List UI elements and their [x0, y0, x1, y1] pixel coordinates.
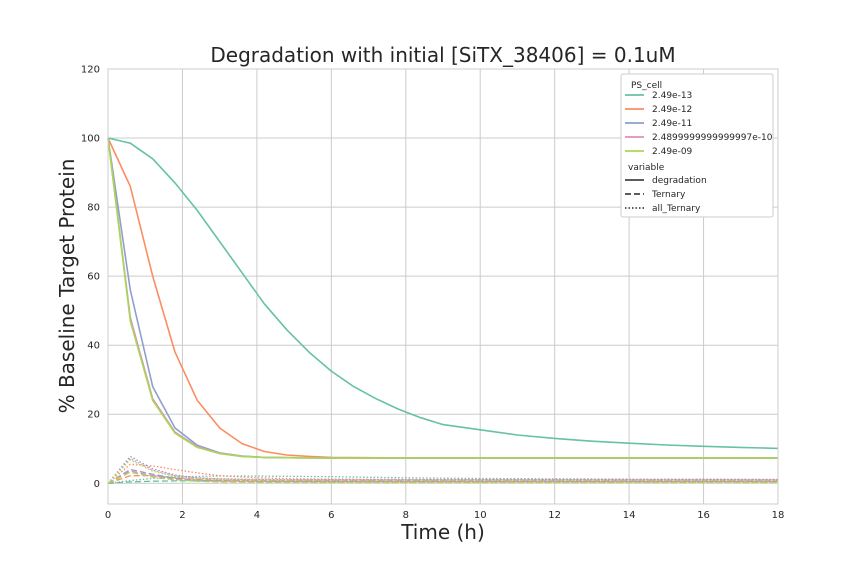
series-line-degradation-4	[107, 137, 778, 459]
plot-frame	[107, 68, 779, 505]
legend-style-title: variable	[628, 163, 665, 173]
y-tick-label: 120	[81, 65, 100, 76]
legend-label: 2.49e-12	[652, 105, 692, 115]
legend-label: 2.49e-11	[652, 119, 692, 129]
x-tick-label: 8	[403, 510, 409, 521]
x-tick-label: 18	[772, 510, 785, 521]
x-tick-label: 12	[548, 510, 561, 521]
x-tick-label: 0	[105, 510, 111, 521]
series-line-ternary-5	[107, 480, 778, 484]
y-tick-label: 100	[81, 134, 100, 145]
x-tick-label: 6	[328, 510, 334, 521]
x-tick-label: 4	[254, 510, 260, 521]
x-tick-label: 10	[474, 510, 487, 521]
series-line-all_ternary-10	[107, 475, 779, 484]
x-tick-label: 2	[179, 510, 185, 521]
chart-title: Degradation with initial [SiTX_38406] = …	[210, 43, 675, 67]
series-line-ternary-6	[107, 475, 778, 484]
series-line-degradation-0	[107, 137, 779, 450]
legend-label: 2.4899999999999997e-10	[652, 133, 773, 143]
legend-hue-entries: 2.49e-13 2.49e-12 2.49e-11 2.48999999999999…	[625, 91, 773, 157]
legend-style-label: degradation	[652, 176, 707, 186]
y-tick-labels: 0 20 40 60 80 100 120	[81, 65, 100, 490]
series-layer	[107, 137, 779, 484]
legend-hue-title: PS_cell	[631, 81, 662, 91]
y-tick-label: 40	[87, 341, 100, 352]
legend-style-entries: degradation Ternary all_Ternary	[625, 176, 707, 214]
x-tick-label: 14	[623, 510, 636, 521]
legend-style-label: all_Ternary	[652, 204, 701, 214]
series-line-all_ternary-11	[107, 463, 778, 484]
legend-box	[620, 73, 774, 218]
y-tick-label: 20	[87, 410, 100, 421]
legend-label: 2.49e-09	[652, 147, 693, 157]
y-tick-label: 60	[87, 272, 100, 283]
x-tick-labels: 0 2 4 6 8 10 12 14 16 18	[105, 510, 785, 521]
y-tick-label: 80	[87, 203, 100, 214]
series-line-all_ternary-14	[107, 459, 778, 484]
x-tick-label: 16	[697, 510, 710, 521]
y-tick-label: 0	[94, 479, 100, 490]
x-axis-label: Time (h)	[400, 520, 485, 544]
y-axis-label: % Baseline Target Protein	[55, 159, 79, 414]
series-line-ternary-9	[107, 471, 778, 484]
legend: PS_cell 2.49e-13 2.49e-12 2.49e-11 2.489999…	[620, 73, 774, 218]
legend-label: 2.49e-13	[652, 91, 692, 101]
legend-style-label: Ternary	[651, 190, 686, 200]
